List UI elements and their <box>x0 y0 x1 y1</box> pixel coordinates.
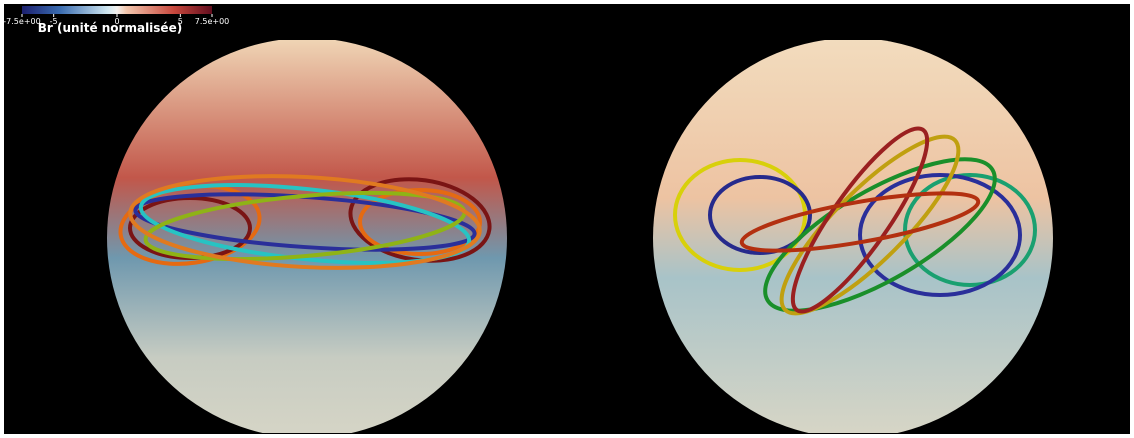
colorbar-tick-label: -5 <box>50 17 58 26</box>
colorbar-title: Br (unité normalisée) <box>38 21 182 35</box>
colorbar-tick-label: 0 <box>114 17 119 26</box>
colorbar-tick-label: 7.5e+00 <box>195 17 230 26</box>
colorbar-tick-label: 5 <box>178 17 183 26</box>
colorbar <box>22 6 212 14</box>
colorbar-tick-label: -7.5e+00 <box>3 17 40 26</box>
sphere-left <box>107 40 507 433</box>
sphere-right <box>653 40 1053 433</box>
